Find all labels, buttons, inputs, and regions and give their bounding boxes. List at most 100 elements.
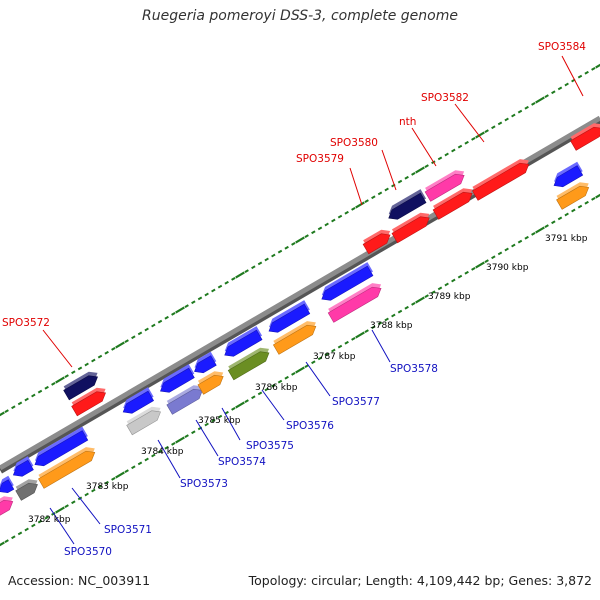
upper-tick — [531, 102, 536, 106]
upper-tick — [111, 347, 116, 351]
lower-tick — [55, 506, 65, 514]
gene-arrow-navy[interactable] — [388, 189, 427, 220]
upper-tick — [371, 195, 376, 200]
lower-tick — [97, 484, 103, 489]
lower-tick — [277, 379, 283, 384]
gene-arrow-orange[interactable] — [197, 371, 224, 395]
lower-tick — [131, 465, 136, 470]
lower-tick — [384, 317, 389, 322]
upper-tick — [17, 401, 23, 406]
upper-tick — [324, 222, 329, 227]
gene-arrow-blue[interactable] — [321, 262, 374, 301]
lower-tick — [364, 329, 369, 333]
upper-tick — [115, 341, 125, 349]
upper-tick — [491, 125, 496, 130]
lower-tick — [64, 504, 69, 508]
upper-tick — [231, 277, 236, 281]
upper-tick — [197, 296, 203, 301]
gene-label-nth: nth — [399, 116, 416, 128]
gene-label-spo3570: SPO3570 — [64, 546, 112, 558]
upper-tick — [271, 253, 276, 258]
gene-arrow-blue[interactable] — [224, 326, 263, 357]
lower-tick — [235, 401, 245, 409]
upper-tick — [295, 236, 305, 244]
upper-tick — [157, 319, 163, 324]
lower-tick — [271, 383, 276, 388]
gene-arrow-lightgray[interactable] — [126, 406, 161, 436]
gene-arrow-purple[interactable] — [166, 385, 203, 415]
gene-label-spo3578: SPO3578 — [390, 363, 438, 375]
gene-arrow-navy[interactable] — [63, 371, 98, 401]
upper-tick — [51, 382, 56, 386]
upper-tick — [317, 226, 323, 231]
lower-tick — [551, 220, 556, 225]
gene-arrow-blue[interactable] — [12, 456, 34, 477]
gene-arrow-blue[interactable] — [194, 351, 217, 374]
lower-tick — [451, 278, 456, 283]
lower-tick — [471, 267, 476, 271]
upper-tick — [4, 409, 9, 413]
lower-tick — [377, 321, 383, 326]
lower-tick — [295, 366, 305, 374]
gene-arrow-orange[interactable] — [38, 447, 96, 489]
lower-tick — [84, 492, 89, 497]
upper-tick — [31, 393, 36, 398]
gene-arrow-blue[interactable] — [553, 161, 584, 188]
gene-arrow-gray[interactable] — [15, 479, 38, 501]
gene-arrow-red[interactable] — [391, 212, 430, 244]
gene-arrow-blue[interactable] — [160, 364, 195, 393]
leader-line-top — [381, 149, 397, 191]
upper-tick — [535, 96, 545, 104]
upper-tick — [217, 284, 223, 289]
upper-tick — [351, 207, 356, 211]
upper-tick — [224, 280, 229, 285]
accession-text: Accession: NC_003911 — [8, 573, 151, 588]
gene-arrow-red[interactable] — [362, 229, 391, 255]
lower-tick — [191, 430, 196, 435]
gene-arrow-blue[interactable] — [268, 300, 311, 333]
lower-tick — [144, 457, 149, 462]
gene-arrow-red[interactable] — [432, 188, 473, 220]
upper-tick — [164, 315, 169, 320]
upper-tick — [264, 257, 269, 262]
upper-tick — [175, 306, 185, 314]
upper-tick — [471, 137, 476, 141]
gene-arrow-orange[interactable] — [556, 182, 590, 210]
gene-arrow-orange[interactable] — [272, 321, 317, 355]
lower-tick — [564, 212, 569, 217]
lower-tick — [157, 449, 163, 454]
upper-tick — [304, 234, 309, 238]
leader-line-bottom — [49, 507, 75, 545]
lower-tick — [577, 204, 583, 209]
gene-arrow-pink[interactable] — [0, 496, 14, 516]
upper-tick — [464, 140, 469, 145]
lower-tick — [184, 434, 189, 438]
lower-tick — [204, 422, 209, 427]
gene-label-spo3573: SPO3573 — [180, 478, 228, 490]
upper-tick — [337, 214, 343, 219]
upper-tick — [55, 376, 65, 384]
gene-arrow-blue[interactable] — [34, 426, 89, 467]
leader-line-bottom — [221, 407, 241, 441]
upper-tick — [577, 74, 583, 79]
upper-tick — [504, 117, 509, 122]
gene-arrow-blue[interactable] — [122, 387, 155, 414]
lower-tick — [104, 480, 109, 485]
gene-arrow-red[interactable] — [570, 123, 600, 151]
lower-tick — [284, 375, 289, 380]
upper-tick — [384, 187, 389, 192]
upper-tick — [511, 113, 516, 118]
gene-arrow-pink[interactable] — [424, 170, 465, 202]
gene-arrow-blue[interactable] — [0, 475, 15, 494]
gene-arrow-red[interactable] — [472, 159, 530, 201]
upper-tick — [71, 370, 76, 375]
lower-tick — [491, 255, 496, 260]
topology-summary: Topology: circular; Length: 4,109,442 bp… — [248, 573, 592, 588]
gene-arrow-olive[interactable] — [227, 347, 270, 381]
leader-line-bottom — [371, 329, 391, 363]
upper-tick — [415, 166, 425, 174]
lower-tick — [171, 442, 176, 446]
gene-arrow-pink[interactable] — [327, 283, 382, 323]
upper-tick — [551, 90, 556, 95]
gene-arrow-red[interactable] — [71, 387, 106, 417]
